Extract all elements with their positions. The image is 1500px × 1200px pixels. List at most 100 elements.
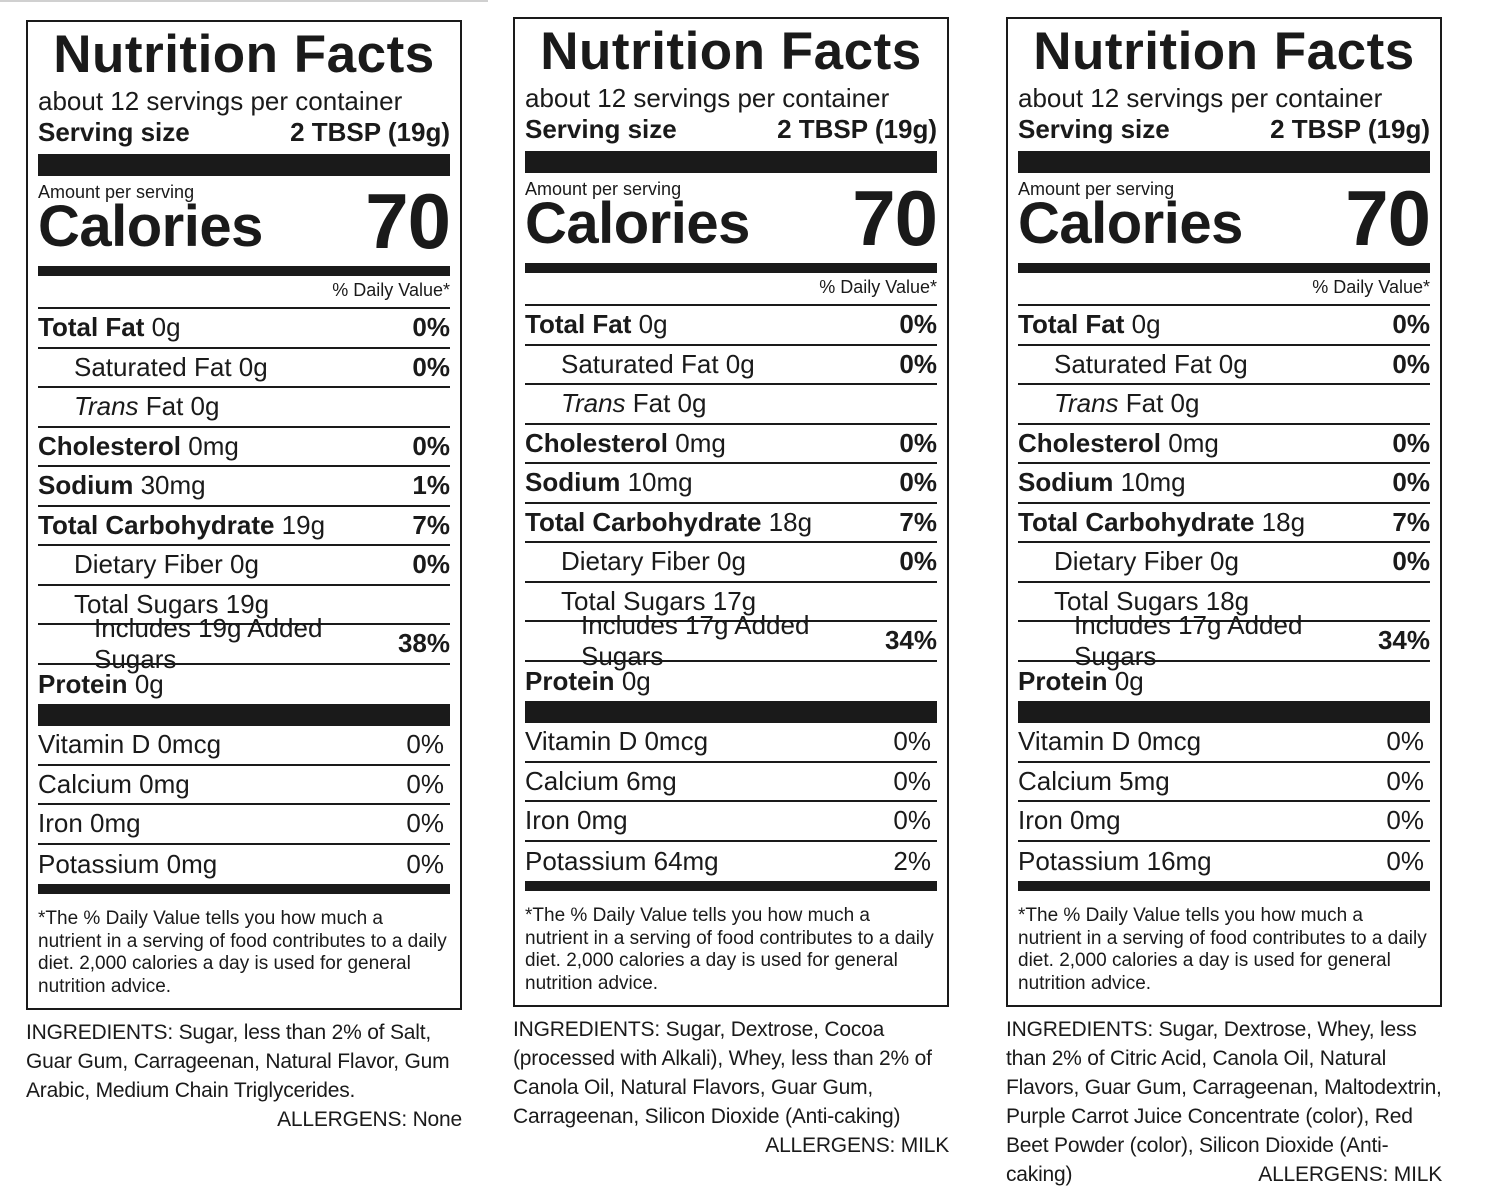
- cholesterol-label: Cholesterol: [1018, 427, 1162, 458]
- dietary-fiber-label: Dietary Fiber 0g: [1054, 546, 1239, 577]
- potassium-dv: 0%: [406, 848, 444, 879]
- cholesterol-dv: 0%: [899, 427, 937, 458]
- daily-value-footnote: *The % Daily Value tells you how much a …: [525, 905, 934, 994]
- protein-label: Protein: [38, 668, 128, 699]
- vitamin-d-row: Vitamin D 0mcg 0%: [1018, 723, 1430, 763]
- cholesterol-label: Cholesterol: [525, 427, 669, 458]
- calories-label: Calories: [1018, 191, 1243, 256]
- total-fat-dv: 0%: [412, 312, 450, 343]
- vitamin-d-dv: 0%: [1386, 726, 1424, 757]
- ingredients-block: INGREDIENTS: Sugar, Dextrose, Cocoa (pro…: [513, 1015, 949, 1157]
- dietary-fiber-dv: 0%: [412, 549, 450, 580]
- trans-fat-italic: Trans: [561, 388, 626, 419]
- total-sugars-label: Total Sugars 19g: [74, 588, 270, 619]
- iron-label: Iron 0mg: [38, 808, 141, 839]
- total-fat-dv: 0%: [899, 309, 937, 340]
- sodium-row: Sodium 30mg 1%: [38, 467, 450, 507]
- protein-amount: 0g: [134, 668, 164, 699]
- calcium-row: Calcium 5mg 0%: [1018, 763, 1430, 802]
- nutrition-label-column: Nutrition Facts about 12 servings per co…: [26, 20, 462, 1134]
- calcium-dv: 0%: [893, 765, 931, 796]
- thick-divider: [38, 704, 450, 726]
- potassium-row: Potassium 16mg 0%: [1018, 842, 1430, 882]
- total-carbohydrate-amount: 18g: [768, 506, 813, 537]
- serving-size-label: Serving size: [1018, 114, 1170, 144]
- total-carbohydrate-label: Total Carbohydrate: [1018, 506, 1255, 537]
- protein-row: Protein 0g: [525, 662, 937, 702]
- calories-label: Calories: [38, 194, 263, 259]
- cholesterol-dv: 0%: [1392, 427, 1430, 458]
- potassium-label: Potassium 16mg: [1018, 845, 1212, 876]
- calcium-dv: 0%: [406, 768, 444, 799]
- potassium-label: Potassium 64mg: [525, 845, 719, 876]
- total-carbohydrate-dv: 7%: [899, 506, 937, 537]
- total-carbohydrate-row: Total Carbohydrate 18g 7%: [525, 504, 937, 543]
- nutrition-facts-panel: Nutrition Facts about 12 servings per co…: [513, 17, 949, 1007]
- serving-size-label: Serving size: [525, 114, 677, 144]
- protein-row: Protein 0g: [1018, 662, 1430, 702]
- calcium-row: Calcium 0mg 0%: [38, 766, 450, 805]
- sodium-amount: 10mg: [1120, 467, 1186, 498]
- ingredients-block: INGREDIENTS: Sugar, less than 2% of Salt…: [26, 1018, 462, 1131]
- cholesterol-amount: 0mg: [675, 427, 726, 458]
- calcium-dv: 0%: [1386, 765, 1424, 796]
- total-carbohydrate-amount: 19g: [281, 509, 326, 540]
- protein-label: Protein: [525, 665, 615, 696]
- allergens-text: ALLERGENS: MILK: [765, 1134, 949, 1157]
- calories-row: Calories 70: [38, 182, 451, 260]
- potassium-dv: 2%: [893, 845, 931, 876]
- sodium-label: Sodium: [1018, 467, 1114, 498]
- medium-divider: [525, 263, 937, 273]
- total-fat-row: Total Fat 0g 0%: [38, 309, 450, 349]
- medium-divider: [38, 884, 450, 894]
- amount-per-serving: Amount per serving: [38, 182, 195, 202]
- cholesterol-row: Cholesterol 0mg 0%: [38, 428, 450, 467]
- serving-size-value: 2 TBSP (19g): [777, 114, 937, 144]
- calories-value: 70: [365, 177, 451, 265]
- added-sugars-dv: 38%: [397, 628, 450, 659]
- trans-fat-label: Fat 0g: [138, 391, 220, 422]
- trans-fat-label: Fat 0g: [1118, 388, 1200, 419]
- nutrition-facts-panel: Nutrition Facts about 12 servings per co…: [26, 20, 462, 1010]
- nutrition-label-column: Nutrition Facts about 12 servings per co…: [513, 17, 949, 1160]
- sodium-dv: 0%: [899, 467, 937, 498]
- total-sugars-label: Total Sugars 17g: [561, 585, 757, 616]
- servings-per-container: about 12 servings per container: [38, 86, 403, 116]
- medium-divider: [1018, 263, 1430, 273]
- iron-label: Iron 0mg: [1018, 805, 1121, 836]
- total-carbohydrate-label: Total Carbohydrate: [525, 506, 762, 537]
- calories-value: 70: [1345, 174, 1431, 262]
- total-carbohydrate-row: Total Carbohydrate 19g 7%: [38, 507, 450, 546]
- calories-row: Calories 70: [525, 179, 938, 257]
- iron-dv: 0%: [1386, 805, 1424, 836]
- ingredients-block: INGREDIENTS: Sugar, Dextrose, Whey, less…: [1006, 1015, 1442, 1189]
- cholesterol-row: Cholesterol 0mg 0%: [525, 425, 937, 464]
- iron-dv: 0%: [893, 805, 931, 836]
- total-fat-label: Total Fat: [1018, 309, 1125, 340]
- serving-size-row: Serving size 2 TBSP (19g): [1018, 113, 1430, 145]
- calories-row: Calories 70: [1018, 179, 1431, 257]
- vitamin-d-row: Vitamin D 0mcg 0%: [38, 726, 450, 766]
- sodium-amount: 30mg: [140, 470, 206, 501]
- daily-value-footnote: *The % Daily Value tells you how much a …: [1018, 905, 1427, 994]
- total-fat-label: Total Fat: [38, 312, 145, 343]
- panel-title: Nutrition Facts: [53, 25, 435, 84]
- allergens-text: ALLERGENS: MILK: [1258, 1163, 1442, 1186]
- total-fat-dv: 0%: [1392, 309, 1430, 340]
- iron-dv: 0%: [406, 808, 444, 839]
- calcium-row: Calcium 6mg 0%: [525, 763, 937, 802]
- daily-value-header: % Daily Value*: [1018, 273, 1430, 306]
- sodium-dv: 0%: [1392, 467, 1430, 498]
- total-sugars-row: Total Sugars 18g: [1018, 583, 1430, 622]
- saturated-fat-label: Saturated Fat 0g: [561, 348, 755, 379]
- added-sugars-dv: 34%: [884, 625, 937, 656]
- top-divider: [0, 0, 488, 2]
- vitamin-d-dv: 0%: [893, 726, 931, 757]
- dietary-fiber-label: Dietary Fiber 0g: [561, 546, 746, 577]
- total-fat-amount: 0g: [638, 309, 668, 340]
- total-fat-amount: 0g: [151, 312, 181, 343]
- calcium-label: Calcium 5mg: [1018, 765, 1170, 796]
- panel-title: Nutrition Facts: [1033, 22, 1415, 81]
- vitamin-d-label: Vitamin D 0mcg: [1018, 726, 1202, 757]
- potassium-row: Potassium 64mg 2%: [525, 842, 937, 882]
